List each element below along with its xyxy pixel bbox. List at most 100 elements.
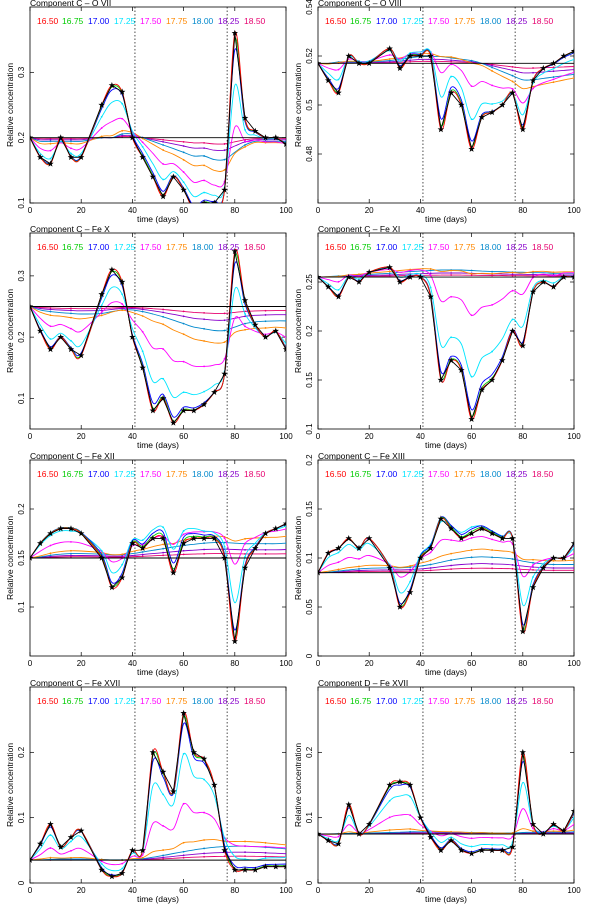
legend-entry: 16.50	[37, 242, 59, 252]
model-point	[491, 567, 493, 570]
data-point-star	[345, 801, 352, 808]
model-point	[470, 567, 473, 570]
data-point-star	[437, 376, 445, 383]
model-point	[162, 315, 165, 318]
model-point	[429, 559, 432, 562]
data-point-star	[231, 866, 238, 873]
model-point	[285, 336, 286, 339]
legend-entry: 18.00	[480, 242, 502, 252]
legend-entry: 16.75	[350, 469, 372, 479]
model-point	[285, 542, 286, 545]
data-point-star	[529, 820, 537, 827]
y-tick-label: 0	[305, 880, 314, 885]
model-point	[285, 552, 286, 555]
y-tick-label: 0.15	[305, 372, 314, 388]
model-point	[450, 559, 453, 561]
legend-entry: 18.00	[192, 242, 214, 252]
model-point	[70, 147, 72, 150]
model-point	[532, 568, 534, 571]
model-point	[182, 753, 185, 755]
model-point	[100, 127, 103, 129]
model-point	[100, 304, 103, 307]
x-tick-label: 40	[128, 432, 137, 441]
legend-entry: 17.00	[88, 696, 110, 706]
model-point	[388, 799, 391, 802]
x-tick-label: 60	[467, 206, 476, 215]
model-point	[162, 543, 165, 546]
data-point-star	[447, 89, 455, 96]
model-point	[511, 551, 514, 554]
data-point-star	[396, 278, 404, 285]
x-tick-label: 80	[518, 886, 527, 895]
model-point	[141, 551, 144, 553]
x-tick-label: 100	[567, 659, 581, 668]
model-point	[573, 559, 574, 562]
model-point	[388, 274, 391, 276]
model-point	[450, 552, 453, 555]
legend-entry: 18.50	[532, 696, 554, 706]
model-point	[450, 272, 453, 274]
model-curve	[30, 839, 286, 861]
data-point-star	[211, 388, 218, 395]
legend-entry: 17.50	[428, 16, 450, 26]
data-point-star	[47, 530, 54, 537]
legend-entry: 17.75	[454, 696, 476, 706]
model-point	[203, 365, 205, 368]
data-point-star	[252, 866, 259, 873]
model-point	[552, 274, 555, 277]
legend-entry: 17.25	[402, 16, 424, 26]
chart-title: Component C – Fe XIII	[318, 451, 405, 461]
model-point	[532, 270, 534, 273]
model-point	[429, 267, 432, 270]
data-point-star	[47, 820, 54, 827]
model-point	[223, 319, 226, 322]
model-point	[203, 839, 205, 841]
y-tick-label: 0.1	[305, 552, 314, 564]
chart-title: Component C – Fe XI	[318, 224, 400, 234]
legend-entry: 18.25	[506, 16, 528, 26]
model-point	[203, 530, 205, 533]
model-point	[70, 312, 72, 315]
data-point-star	[570, 273, 574, 280]
legend-entry: 17.00	[376, 16, 398, 26]
model-point	[491, 270, 493, 273]
model-point	[450, 269, 453, 272]
model-point	[470, 269, 473, 272]
model-point	[244, 144, 246, 146]
legend-entry: 16.75	[62, 242, 84, 252]
model-point	[223, 329, 226, 332]
model-point	[264, 320, 267, 323]
data-point-star	[437, 846, 445, 854]
data-point-star	[406, 781, 414, 788]
y-tick-label: 0.1	[305, 423, 314, 435]
data-point-star	[262, 134, 269, 141]
model-point	[409, 814, 412, 817]
model-point	[223, 357, 226, 360]
y-tick-label: 0.2	[17, 331, 26, 343]
model-point	[511, 558, 514, 560]
plot-frame	[317, 459, 575, 657]
data-point-star	[98, 101, 105, 108]
model-point	[182, 333, 185, 336]
x-tick-label: 20	[77, 206, 86, 215]
observed-line	[318, 517, 574, 632]
x-tick-label: 100	[279, 206, 293, 215]
x-tick-label: 0	[28, 206, 33, 215]
model-point	[141, 310, 144, 313]
y-tick-label: 0.54	[305, 0, 314, 15]
data-point-star	[159, 193, 167, 200]
data-point-star	[37, 539, 44, 547]
data-point-star	[30, 554, 34, 561]
model-point	[203, 147, 205, 150]
data-point-star	[437, 126, 445, 133]
y-tick-label: 0.2	[17, 503, 26, 515]
data-point-star	[108, 584, 116, 591]
model-point	[162, 526, 165, 529]
data-point-star	[190, 407, 198, 414]
model-point	[264, 536, 267, 539]
model-point	[450, 830, 453, 833]
data-point-star	[468, 415, 475, 422]
data-point-star	[318, 569, 322, 576]
data-point-star	[67, 153, 75, 160]
data-point-star	[345, 52, 352, 59]
